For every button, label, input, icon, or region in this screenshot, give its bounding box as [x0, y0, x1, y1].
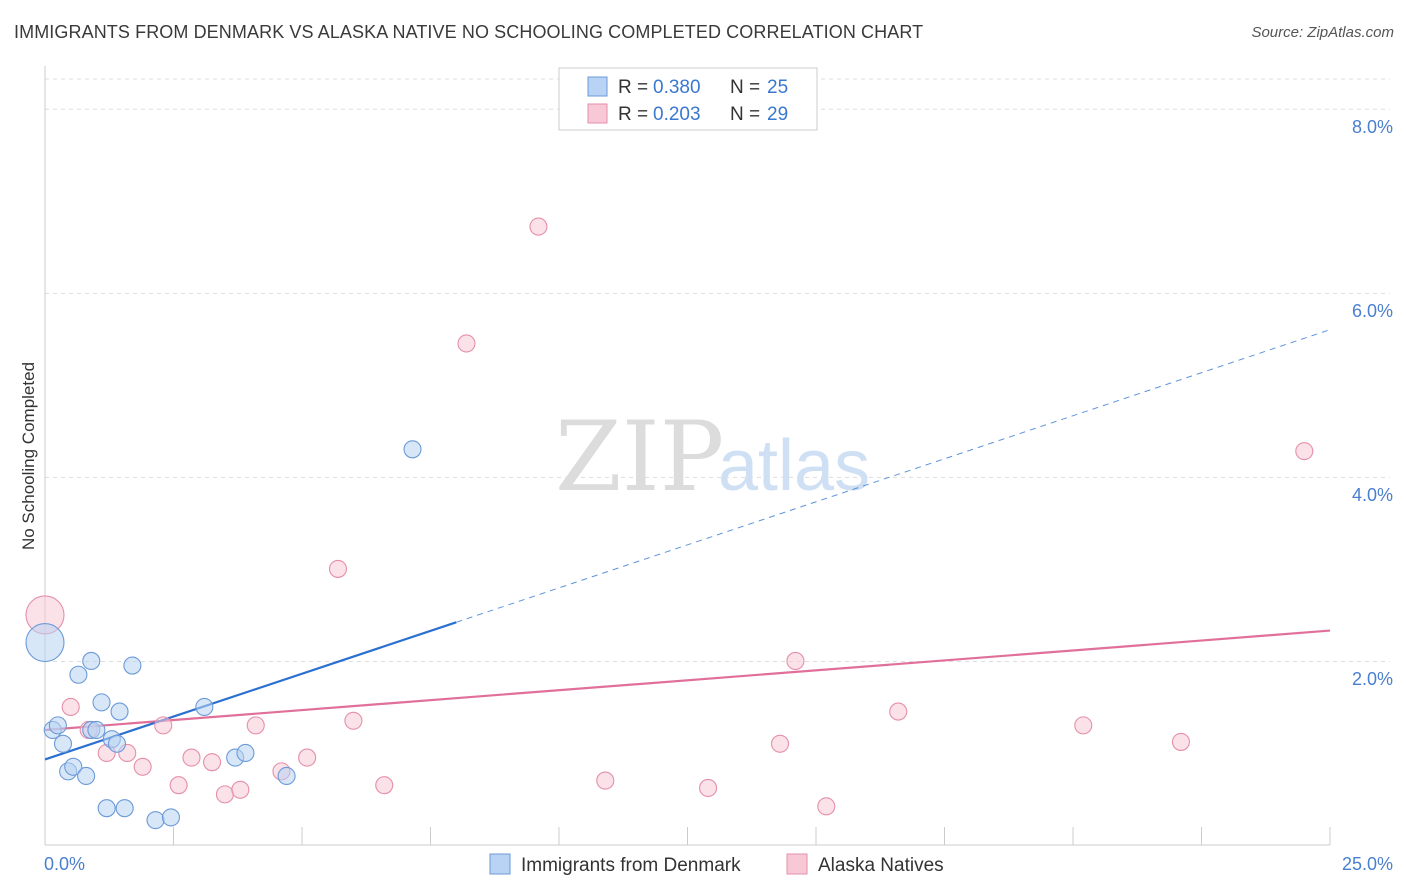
point-immigrants-denmark — [97, 799, 116, 818]
point-immigrants-denmark — [236, 743, 255, 763]
point-alaska-natives — [133, 757, 152, 776]
data-points — [25, 217, 1314, 830]
point-immigrants-denmark — [69, 665, 88, 684]
point-alaska-natives — [215, 785, 234, 804]
bottom-legend-label: Alaska Natives — [818, 855, 944, 876]
legend-n-value: 29 — [767, 104, 788, 125]
top-legend: R = 0.380 N = 25 R = 0.203 N = 29 — [558, 67, 818, 131]
point-alaska-natives — [699, 778, 718, 797]
point-alaska-natives — [203, 753, 222, 772]
legend-n-label: N = — [730, 77, 760, 98]
legend-r-value: 0.380 — [653, 77, 701, 98]
point-alaska-natives — [786, 651, 805, 671]
point-immigrants-denmark — [195, 697, 214, 717]
point-immigrants-denmark — [53, 734, 73, 753]
point-alaska-natives — [154, 716, 173, 735]
point-immigrants-denmark — [77, 766, 96, 786]
y-tick-labels: 2.0% 4.0% 6.0% 8.0% — [1352, 117, 1393, 689]
point-alaska-natives — [298, 748, 317, 767]
legend-n-value: 25 — [767, 77, 788, 98]
point-alaska-natives — [529, 217, 548, 236]
legend-swatch-blue — [587, 76, 608, 97]
point-immigrants-denmark — [87, 720, 106, 740]
point-alaska-natives — [457, 334, 476, 353]
point-alaska-natives — [889, 702, 908, 721]
legend-n-label: N = — [730, 104, 760, 125]
x-tick-label: 0.0% — [44, 854, 85, 874]
bottom-legend-swatch-pink — [786, 853, 808, 875]
point-alaska-natives — [61, 697, 80, 717]
bottom-legend: Immigrants from Denmark Alaska Natives — [489, 853, 944, 876]
watermark-zip: ZIP — [555, 401, 724, 513]
trend-line-pink — [44, 629, 1331, 732]
bottom-legend-swatch-blue — [489, 853, 511, 875]
legend-r-label: R = — [618, 104, 648, 125]
point-alaska-natives — [1171, 732, 1190, 751]
legend-r-value: 0.203 — [653, 104, 701, 125]
y-tick-label: 8.0% — [1352, 117, 1393, 137]
point-immigrants-denmark — [107, 734, 127, 753]
point-alaska-natives — [817, 797, 836, 816]
trend-lines — [44, 329, 1331, 761]
point-alaska-natives — [231, 780, 250, 799]
legend-swatch-pink — [587, 103, 608, 124]
point-alaska-natives — [770, 734, 790, 753]
y-tick-label: 6.0% — [1352, 301, 1393, 321]
point-alaska-natives — [596, 771, 615, 790]
point-immigrants-denmark — [92, 693, 111, 712]
point-immigrants-denmark — [277, 766, 296, 786]
x-tick-labels: 0.0% 25.0% — [44, 854, 1393, 874]
point-alaska-natives — [1295, 442, 1314, 461]
point-immigrants-denmark — [115, 799, 134, 818]
point-immigrants-denmark — [146, 811, 165, 830]
y-tick-label: 4.0% — [1352, 485, 1393, 505]
point-alaska-natives — [375, 776, 394, 795]
y-tick-label: 2.0% — [1352, 669, 1393, 689]
grid-lines — [45, 78, 1390, 662]
point-immigrants-denmark — [403, 440, 422, 459]
point-immigrants-denmark — [123, 656, 142, 675]
point-immigrants-denmark — [110, 702, 129, 721]
bottom-legend-label: Immigrants from Denmark — [521, 855, 741, 876]
point-alaska-natives — [328, 559, 348, 578]
chart-title: IMMIGRANTS FROM DENMARK VS ALASKA NATIVE… — [14, 22, 924, 42]
point-immigrants-denmark — [82, 651, 101, 671]
source-label: Source: ZipAtlas.com — [1251, 24, 1394, 41]
point-alaska-natives — [246, 716, 265, 735]
point-immigrants-denmark — [161, 808, 180, 827]
point-alaska-natives — [169, 776, 188, 795]
x-tick-label: 25.0% — [1342, 854, 1393, 874]
point-alaska-natives — [344, 711, 363, 730]
legend-r-label: R = — [618, 77, 648, 98]
watermark-atlas: atlas — [718, 426, 870, 506]
point-immigrants-denmark — [64, 757, 83, 776]
axes — [44, 66, 1331, 846]
point-alaska-natives — [1074, 716, 1093, 735]
y-axis-label: No Schooling Completed — [19, 362, 38, 550]
point-immigrants-denmark — [48, 716, 67, 735]
point-immigrants-denmark — [25, 622, 65, 663]
watermark: ZIP atlas — [555, 401, 870, 513]
point-alaska-natives — [182, 748, 201, 767]
